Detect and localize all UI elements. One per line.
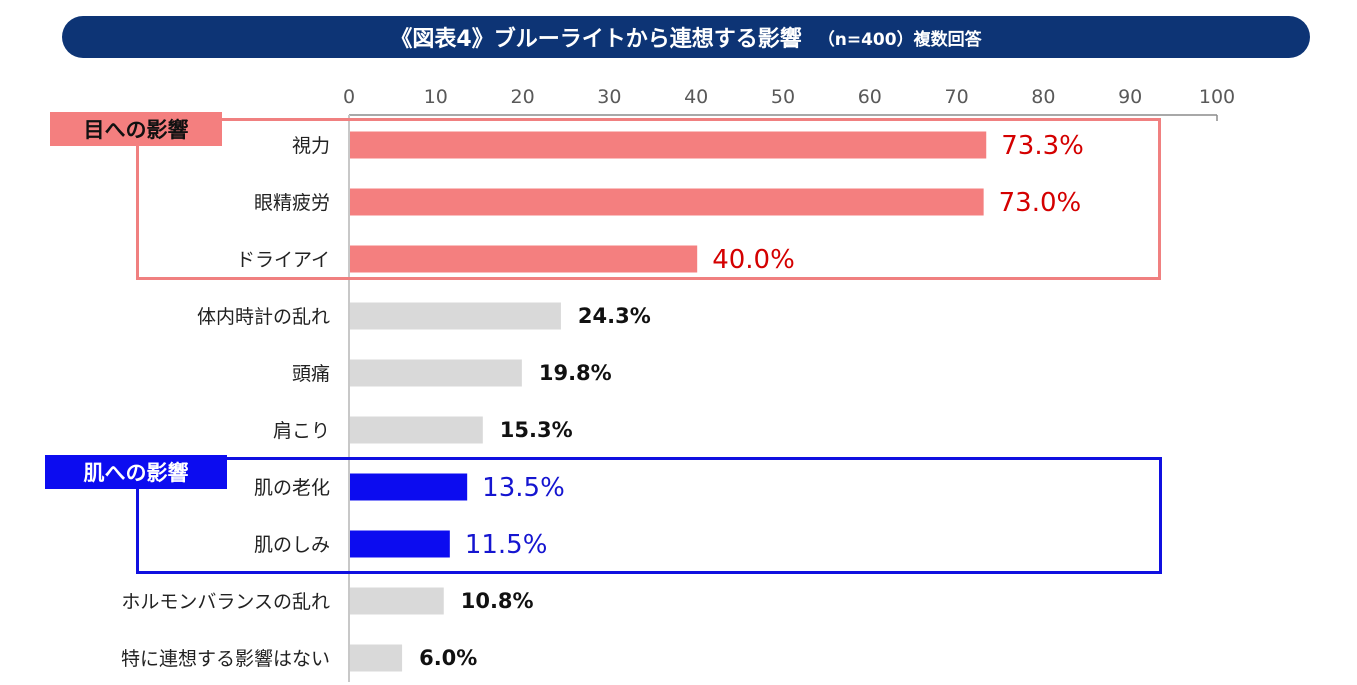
x-tick-label: 60 <box>858 86 882 108</box>
x-tick-label: 100 <box>1199 86 1235 108</box>
data-label: 11.5% <box>465 530 548 560</box>
bar <box>350 359 522 387</box>
chart-title: 《図表4》ブルーライトから連想する影響 <box>390 27 802 52</box>
bar <box>350 473 468 501</box>
chart-title-bar: 《図表4》ブルーライトから連想する影響 （n=400）複数回答 <box>62 16 1310 58</box>
x-tick-label: 30 <box>597 86 621 108</box>
data-label: 19.8% <box>539 361 612 385</box>
x-tick-label: 10 <box>424 86 448 108</box>
bar <box>350 644 403 672</box>
bar <box>350 131 987 159</box>
x-tick-label: 80 <box>1031 86 1055 108</box>
bar <box>350 245 698 273</box>
data-label: 40.0% <box>712 245 795 275</box>
data-label: 13.5% <box>482 473 565 503</box>
chart-subtitle: （n=400）複数回答 <box>817 29 982 50</box>
category-label: 特に連想する影響はない <box>121 648 330 670</box>
category-label: 肌の老化 <box>254 477 330 499</box>
category-label: ホルモンバランスの乱れ <box>121 591 330 613</box>
x-tick-label: 0 <box>343 86 355 108</box>
eye-group-frame <box>136 118 1161 280</box>
data-label: 73.3% <box>1001 131 1084 161</box>
bar <box>350 530 450 558</box>
skin-group-frame <box>136 457 1162 574</box>
category-label: ドライアイ <box>236 249 330 271</box>
category-label: 肩こり <box>273 420 330 442</box>
data-label: 73.0% <box>999 188 1082 218</box>
category-label: 頭痛 <box>292 363 330 385</box>
bar <box>350 188 984 216</box>
data-label: 10.8% <box>461 589 534 613</box>
category-label: 眼精疲労 <box>254 192 330 214</box>
category-label: 肌のしみ <box>254 534 330 556</box>
category-label: 体内時計の乱れ <box>197 306 330 328</box>
x-tick-label: 20 <box>511 86 535 108</box>
x-tick-label: 50 <box>771 86 795 108</box>
bar <box>350 587 444 615</box>
bar <box>350 302 561 330</box>
skin-group-label: 肌への影響 <box>45 455 227 489</box>
eye-group-label: 目への影響 <box>50 112 222 146</box>
data-label: 6.0% <box>419 646 477 670</box>
category-label: 視力 <box>292 135 330 157</box>
x-tick-label: 90 <box>1118 86 1142 108</box>
data-label: 24.3% <box>578 304 651 328</box>
x-tick-label: 70 <box>945 86 969 108</box>
bar <box>350 416 483 444</box>
data-label: 15.3% <box>500 418 573 442</box>
x-tick-label: 40 <box>684 86 708 108</box>
